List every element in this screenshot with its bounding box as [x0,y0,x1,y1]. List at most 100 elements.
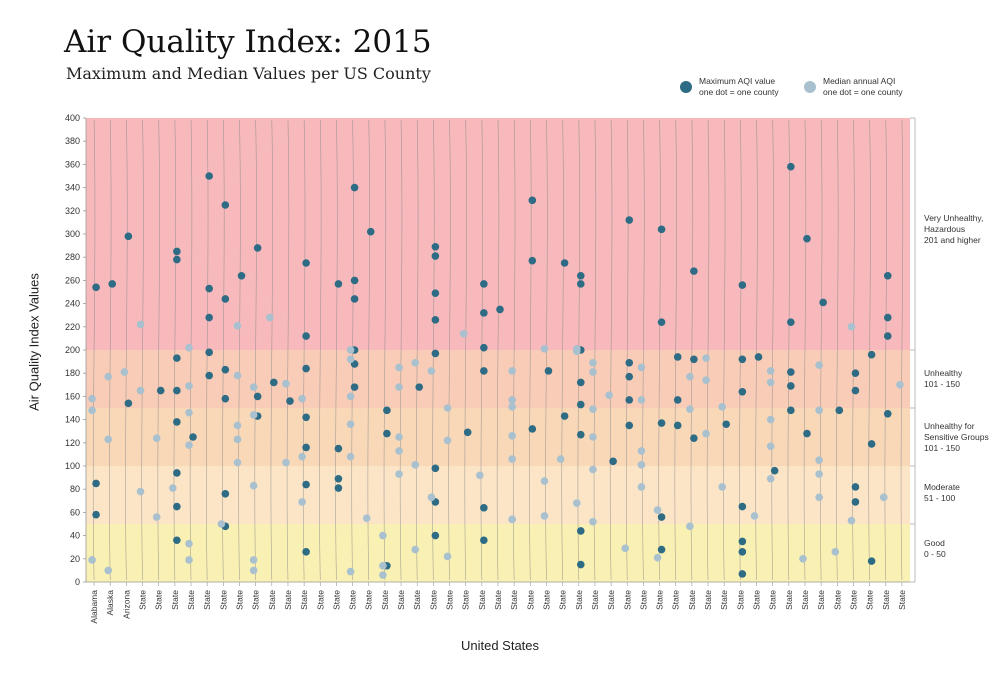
max-aqi-point [92,479,100,488]
max-aqi-point [754,353,763,361]
max-aqi-point [787,318,795,326]
max-aqi-point [415,383,424,391]
median-aqi-point [88,394,96,403]
max-aqi-point [237,271,246,280]
median-aqi-point [136,487,145,496]
max-aqi-point [334,484,343,492]
x-tick-label: State [202,590,212,610]
column-stem [626,119,629,581]
median-aqi-point [556,455,565,463]
median-aqi-point [185,382,193,390]
max-aqi-point [851,498,860,506]
x-tick-label: State [299,590,309,610]
x-tick-label: State [687,590,697,610]
legend-item-median: Median annual AQI one dot = one county [804,76,903,98]
max-aqi-point [609,457,617,466]
column-stem [464,119,467,581]
median-aqi-point [508,396,516,404]
max-aqi-point [431,289,440,297]
max-aqi-point [576,400,585,409]
median-aqi-point [476,471,484,480]
x-tick-label: State [364,590,374,610]
x-axis: Alabama Alaska Arizona State State State State… [86,581,910,624]
max-aqi-point [463,428,472,437]
median-aqi-point [395,470,403,478]
median-aqi-point [766,415,775,424]
max-aqi-point [221,201,230,209]
median-aqi-point [185,556,193,564]
median-aqi-point [411,461,420,469]
x-tick-label: State [590,590,600,610]
column-stem [674,119,677,581]
x-tick-label: State [315,590,325,610]
column-stem [819,119,823,581]
median-aqi-point [282,379,290,388]
max-aqi-point [657,419,666,427]
median-aqi-point [379,561,387,570]
y-tick-label: 180 [65,368,80,378]
y-tick-label: 20 [70,554,80,564]
median-aqi-point [185,408,193,417]
median-aqi-point [233,371,242,380]
median-aqi-point [233,321,242,330]
x-tick-label: Alaska [105,590,115,616]
x-axis-title: United States [460,638,540,653]
column-stems [92,119,904,581]
max-aqi-point [690,267,698,275]
max-aqi-point [173,386,181,395]
x-tick-label: State [768,590,778,610]
max-aqi-point [738,281,747,289]
median-aqi-point [637,461,646,469]
median-aqi-point [249,411,258,419]
column-stem [723,119,726,581]
max-aqi-point [625,216,634,224]
max-aqi-point [383,406,391,415]
column-stem [92,119,96,581]
band-label-unhealthy: Unhealthy 101 - 150 [924,368,963,389]
median-aqi-point [686,522,694,531]
column-stem [432,119,435,581]
x-tick-label: State [703,590,713,610]
y-tick-label: 340 [65,183,80,193]
max-aqi-point [576,271,585,280]
median-aqi-point [540,512,549,520]
max-aqi-point [528,256,537,265]
median-aqi-point [589,405,597,413]
median-aqi-point [766,474,775,483]
x-tick-label: State [832,590,842,610]
median-aqi-point [185,343,193,352]
max-aqi-point [576,378,585,387]
x-tick-label: State [655,590,665,610]
column-stem [496,119,500,581]
max-aqi-point [173,255,181,264]
max-aqi-point [722,420,730,429]
max-aqi-point [738,502,747,511]
max-aqi-point [350,383,359,391]
max-aqi-point [738,387,747,396]
y-tick-label: 60 [70,507,80,517]
median-aqi-point [589,368,597,376]
x-tick-label: State [800,590,810,610]
max-aqi-point [480,343,488,352]
column-stem [900,119,904,581]
max-aqi-point [383,429,391,438]
column-stem [270,119,273,581]
max-aqi-point [673,396,682,404]
median-aqi-point [653,506,662,514]
median-aqi-point [621,544,630,553]
median-aqi-point [346,420,355,429]
median-aqi-point [104,435,113,444]
y-tick-label: 0 [75,577,80,587]
median-aqi-point [443,552,452,561]
max-aqi-point [867,350,876,359]
max-aqi-point [867,440,876,448]
x-tick-label: State [348,590,358,610]
x-tick-label: State [493,590,503,610]
median-aqi-point [233,421,242,430]
max-aqi-point [334,444,343,453]
x-tick-label: State [186,590,196,610]
max-aqi-point [576,430,585,439]
median-aqi-point [411,358,420,367]
y-tick-label: 240 [65,299,80,309]
x-tick-label: State [138,590,148,610]
